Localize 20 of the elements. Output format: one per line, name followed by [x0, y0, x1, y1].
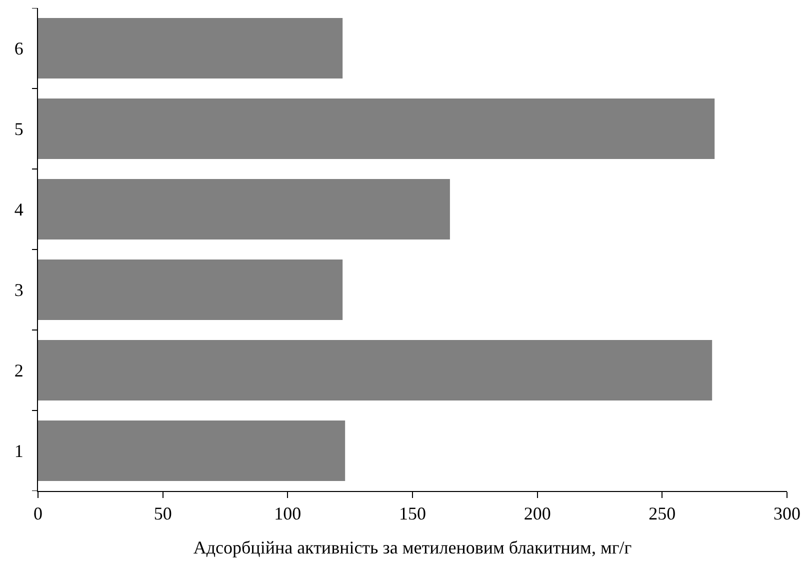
y-tick-label: 5	[14, 119, 24, 140]
bar	[38, 260, 343, 320]
y-tick-label: 3	[14, 280, 24, 300]
y-tick-label: 2	[14, 360, 24, 381]
bar	[38, 340, 712, 400]
y-tick-label: 1	[14, 441, 24, 462]
y-tick-label: 4	[14, 200, 24, 220]
bar	[38, 18, 343, 78]
x-axis-title: Адсорбційна активність за метиленовим блакитним, мг/г	[193, 538, 632, 558]
x-tick-label: 150	[399, 504, 426, 524]
bar	[38, 420, 346, 481]
x-tick-label: 200	[524, 504, 551, 524]
x-tick-label: 300	[774, 504, 800, 524]
bar	[38, 179, 450, 240]
x-tick-label: 250	[648, 504, 676, 524]
x-tick-label: 0	[34, 504, 42, 524]
bar	[38, 98, 715, 159]
x-tick-label: 50	[154, 504, 172, 524]
y-tick-label: 6	[14, 38, 24, 59]
x-tick-label: 100	[274, 504, 302, 524]
